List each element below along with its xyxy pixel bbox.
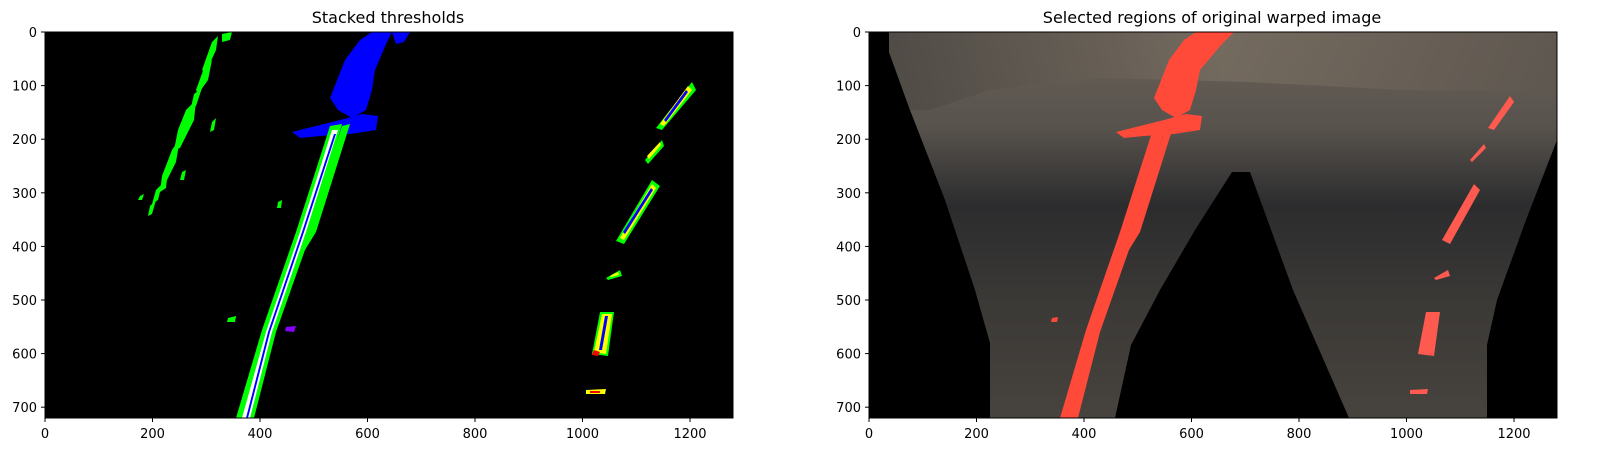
y-tick-label: 500 (12, 294, 37, 309)
x-tick-label: 0 (865, 427, 873, 442)
x-tick-label: 200 (964, 427, 989, 442)
y-tick-label: 200 (12, 133, 37, 148)
y-tick-label: 100 (12, 80, 37, 95)
left-lane-highlight (1051, 32, 1234, 418)
x-tick-label: 600 (355, 427, 380, 442)
threshold-image (45, 32, 733, 418)
panel-title: Selected regions of original warped imag… (1043, 8, 1381, 27)
image-background (45, 32, 733, 418)
left-lane-blue (246, 134, 336, 418)
panel-stacked-thresholds: Stacked thresholds (12, 8, 734, 442)
y-tick-label: 400 (12, 240, 37, 255)
x-tick-label: 0 (41, 427, 49, 442)
axes-frame (44, 31, 734, 419)
y-tick-label: 0 (29, 26, 37, 41)
y-tick-label: 200 (836, 133, 861, 148)
y-tick-label: 0 (853, 26, 861, 41)
x-axis: 0 200 400 600 800 1000 1200 (41, 418, 707, 442)
panel-title: Stacked thresholds (312, 8, 465, 27)
panel-selected-regions: Selected regions of original warped imag… (836, 8, 1558, 442)
y-tick-label: 300 (836, 187, 861, 202)
warped-image (869, 32, 1557, 418)
y-tick-label: 100 (836, 80, 861, 95)
y-tick-label: 600 (836, 348, 861, 363)
x-tick-label: 1000 (566, 427, 599, 442)
y-axis: 0 100 200 300 400 500 600 700 (836, 26, 869, 416)
x-tick-label: 800 (1287, 427, 1312, 442)
x-tick-label: 1200 (1497, 427, 1530, 442)
axes-frame (868, 31, 1558, 419)
y-tick-label: 700 (12, 401, 37, 416)
x-tick-label: 800 (463, 427, 488, 442)
y-tick-label: 500 (836, 294, 861, 309)
x-tick-label: 1000 (1390, 427, 1423, 442)
x-tick-label: 200 (140, 427, 165, 442)
y-tick-label: 300 (12, 187, 37, 202)
green-lane-fragments (138, 32, 282, 216)
y-tick-label: 400 (836, 240, 861, 255)
x-tick-label: 400 (248, 427, 273, 442)
y-tick-label: 700 (836, 401, 861, 416)
right-lane-highlight (1410, 96, 1514, 394)
right-lane-dashes (586, 82, 696, 394)
x-tick-label: 400 (1072, 427, 1097, 442)
x-axis: 0 200 400 600 800 1000 1200 (865, 418, 1531, 442)
x-tick-label: 1200 (673, 427, 706, 442)
y-tick-label: 600 (12, 348, 37, 363)
road-upper-haze (889, 32, 1557, 110)
x-tick-label: 600 (1179, 427, 1204, 442)
y-axis: 0 100 200 300 400 500 600 700 (12, 26, 45, 416)
